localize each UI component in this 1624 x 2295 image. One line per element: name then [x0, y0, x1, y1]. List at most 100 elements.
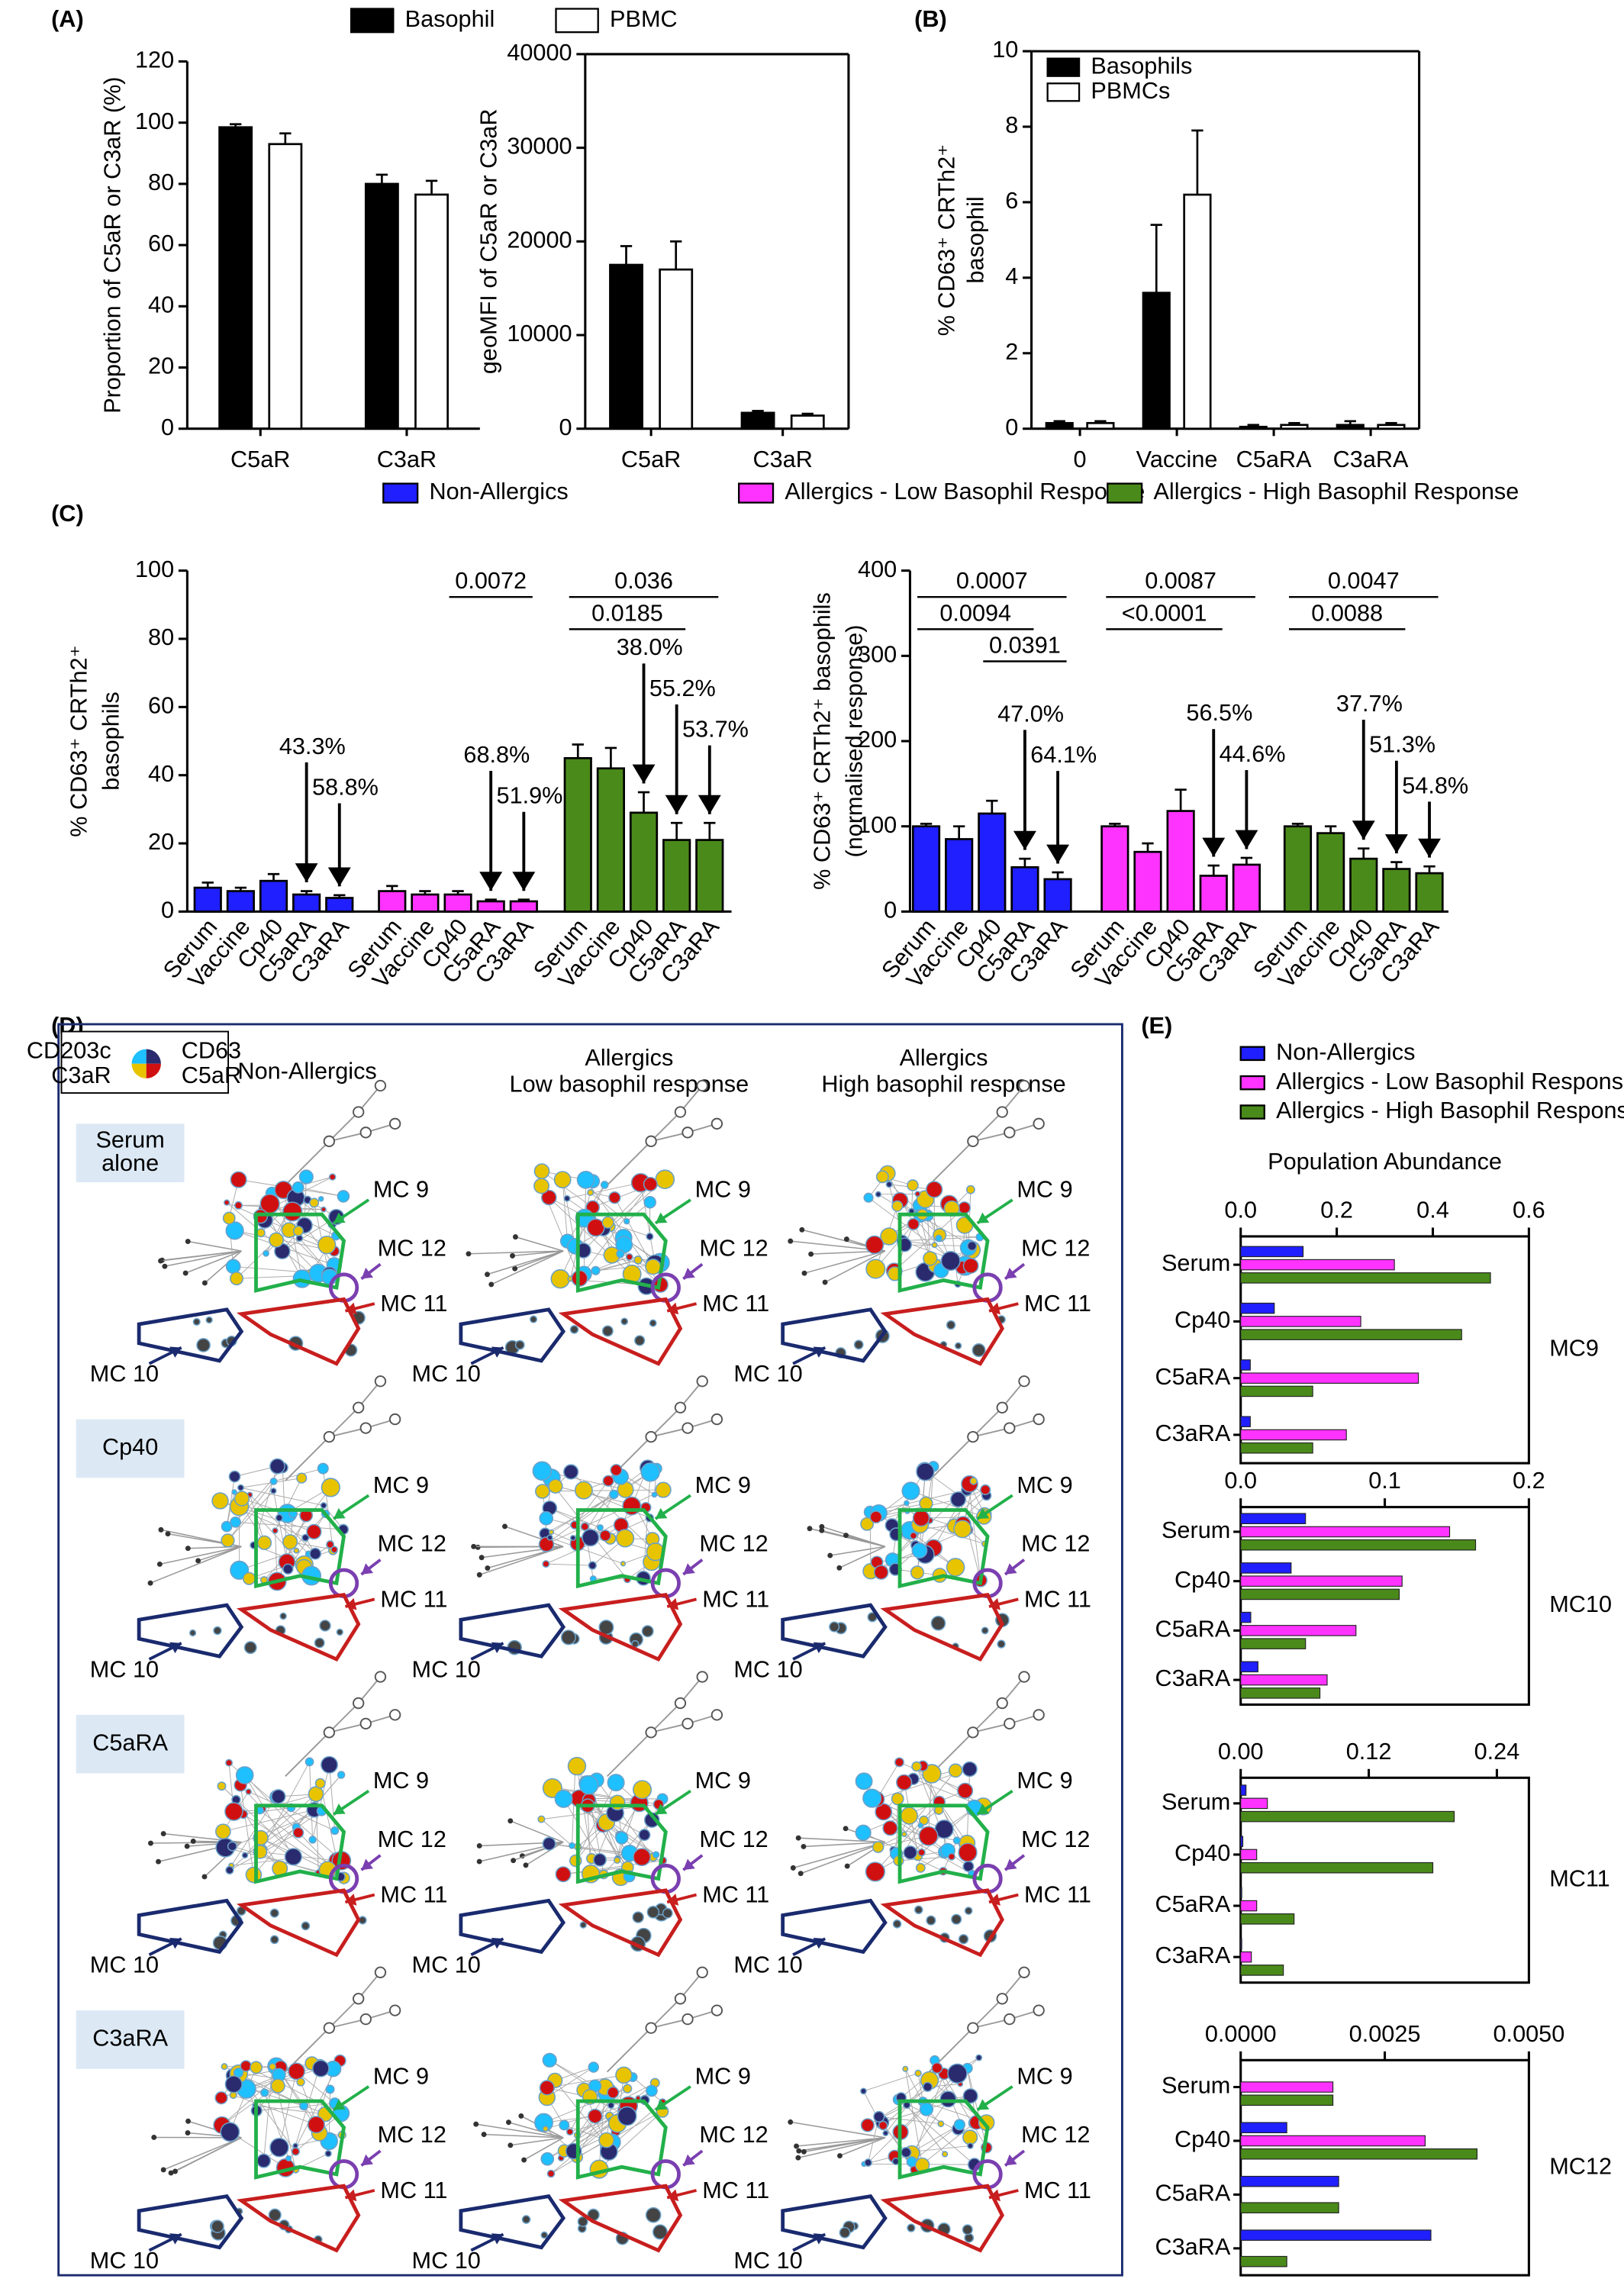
- network-node: [962, 2224, 973, 2235]
- arrow-head: [667, 2189, 679, 2202]
- cluster-label: MC 10: [412, 1361, 481, 1387]
- x-tick-label: C3aR: [752, 446, 812, 472]
- network-node: [996, 1993, 1008, 2005]
- network-node: [1018, 1966, 1030, 1978]
- network-node: [374, 1079, 387, 1092]
- y-tick-label: 100: [135, 556, 174, 582]
- network-node: [967, 2022, 979, 2034]
- network-edge: [910, 1491, 984, 1517]
- network-node: [941, 2151, 949, 2158]
- cluster-label: MC 9: [695, 1472, 751, 1498]
- arrow-head: [479, 872, 503, 891]
- cluster-mc9: [254, 1508, 346, 1589]
- network-node: [201, 1280, 208, 1286]
- network-node: [923, 1251, 938, 1266]
- network-node: [609, 1489, 619, 1500]
- panel-label: (E): [1141, 1013, 1172, 1039]
- network-edge: [150, 1546, 242, 1584]
- network-node: [645, 1259, 662, 1275]
- network-node: [591, 1265, 601, 1275]
- network-node: [798, 1871, 804, 1877]
- bar: [325, 897, 354, 913]
- network-node: [946, 1558, 965, 1577]
- arrow-head: [683, 2154, 695, 2166]
- network-node: [613, 1856, 621, 1865]
- network-node: [512, 1234, 518, 1240]
- cluster-label: MC 9: [695, 1768, 751, 1794]
- network-node: [617, 2106, 637, 2126]
- network-node: [643, 1195, 656, 1209]
- x-tick-label: 0.0050: [1494, 2021, 1565, 2047]
- network-node: [1004, 1422, 1016, 1434]
- cluster-mc9: [897, 1803, 990, 1884]
- cluster-mc9: [897, 2099, 990, 2180]
- network-node: [319, 1620, 331, 1632]
- cluster-label: MC 11: [380, 1586, 447, 1612]
- network-node: [807, 1526, 813, 1532]
- bar: [1010, 865, 1039, 913]
- network-node: [901, 1831, 907, 1837]
- network-node: [337, 1771, 346, 1779]
- network-edge: [587, 1805, 656, 1855]
- network-node: [962, 1258, 979, 1274]
- row-label: C3aRA: [92, 2026, 168, 2052]
- network-edge: [574, 1480, 609, 1526]
- p-value: 0.0094: [939, 600, 1011, 626]
- network-edge: [566, 1182, 641, 1199]
- network-node: [674, 1106, 687, 1118]
- bar: [1316, 832, 1345, 913]
- network-node: [860, 2118, 875, 2132]
- network-node: [314, 1778, 326, 1789]
- network-node: [822, 1279, 828, 1285]
- network-node: [353, 1697, 365, 1710]
- bar: [1240, 1900, 1258, 1912]
- network-node: [891, 1792, 904, 1806]
- x-tick-label: 0.12: [1346, 1739, 1392, 1765]
- network-node: [588, 1561, 597, 1570]
- x-tick-label: 0.0: [1224, 1468, 1257, 1494]
- network-node: [597, 1524, 604, 1531]
- y-tick-label: 400: [858, 556, 897, 582]
- network-edge: [798, 2137, 886, 2158]
- network-node: [651, 1491, 658, 1498]
- network-edge: [549, 1537, 624, 1565]
- cluster-label: MC 11: [380, 1291, 447, 1317]
- bar: [1240, 1259, 1395, 1271]
- network-node: [911, 1542, 928, 1558]
- bar: [1142, 292, 1171, 430]
- network-node: [873, 1565, 889, 1580]
- network-node: [317, 1196, 324, 1202]
- network-node: [292, 1269, 312, 1288]
- arrow-head: [361, 1858, 374, 1871]
- cluster-mc10: [459, 2193, 566, 2250]
- network-node: [301, 1921, 311, 1931]
- arrow-head: [334, 2099, 346, 2110]
- network-node: [559, 2119, 570, 2131]
- cluster-label: MC 12: [699, 1531, 768, 1557]
- bar: [1240, 1611, 1252, 1623]
- legend-swatch: [382, 482, 419, 504]
- arrow-head: [698, 795, 721, 814]
- network-node: [309, 1197, 320, 1208]
- bar: [1280, 424, 1309, 430]
- bar: [1415, 872, 1444, 913]
- network-node: [599, 1529, 611, 1542]
- y-tick-label: 80: [148, 624, 174, 650]
- network-node: [296, 2077, 305, 2087]
- arrow-head: [1418, 838, 1441, 858]
- network-node: [542, 2052, 557, 2068]
- y-tick-label: 8: [1005, 112, 1018, 138]
- network-node: [632, 1780, 652, 1800]
- p-value: 0.0047: [1328, 568, 1400, 594]
- network-edge: [204, 1250, 242, 1284]
- network-node: [843, 1533, 849, 1539]
- row-label: Cp40: [102, 1434, 158, 1460]
- network-node: [865, 1259, 886, 1279]
- bar: [945, 838, 974, 913]
- network-node: [228, 1470, 241, 1483]
- network-node: [645, 2022, 657, 2034]
- network-node: [225, 1758, 234, 1767]
- network-edge: [916, 1766, 952, 1857]
- network-node: [1004, 1717, 1016, 1730]
- legend-label: Allergics - Low Basophil Response: [1276, 1069, 1624, 1094]
